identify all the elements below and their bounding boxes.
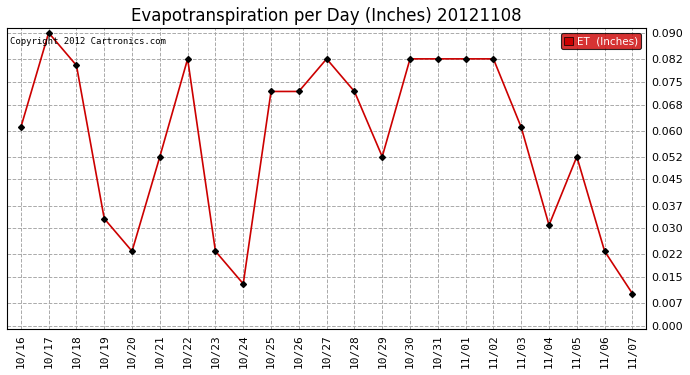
Title: Evapotranspiration per Day (Inches) 20121108: Evapotranspiration per Day (Inches) 2012… xyxy=(131,7,522,25)
Legend: ET  (Inches): ET (Inches) xyxy=(561,33,641,50)
Text: Copyright 2012 Cartronics.com: Copyright 2012 Cartronics.com xyxy=(10,37,166,46)
